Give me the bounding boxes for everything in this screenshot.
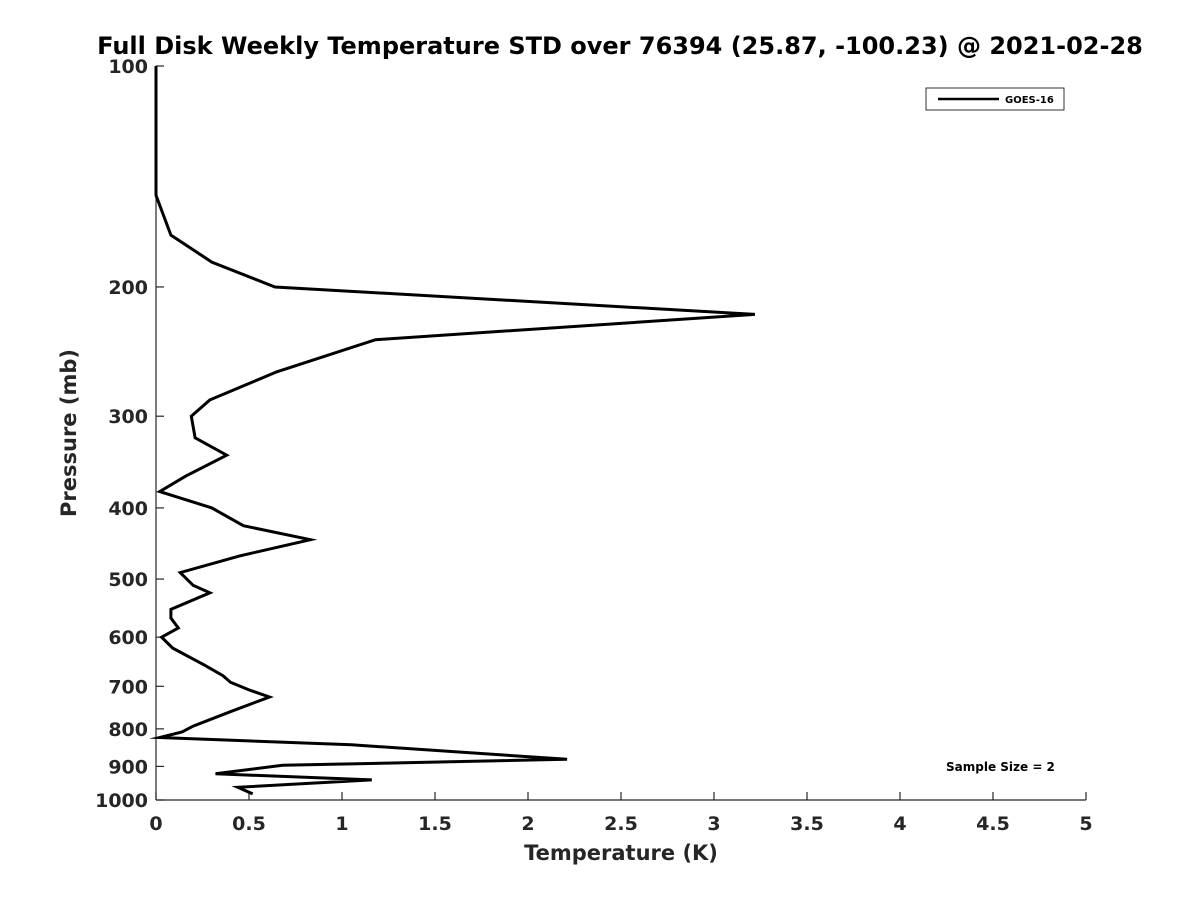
y-tick-label: 900 — [108, 756, 148, 778]
x-axis-ticks: 0 0.5 1 1.5 2 2.5 3 3.5 4 4.5 5 — [149, 792, 1093, 835]
x-tick-label: 1.5 — [418, 813, 452, 835]
y-tick-label: 700 — [108, 676, 148, 698]
x-tick-label: 3.5 — [790, 813, 824, 835]
x-tick-label: 4.5 — [976, 813, 1010, 835]
x-tick-label: 5 — [1079, 813, 1092, 835]
y-axis-label: Pressure (mb) — [57, 349, 81, 517]
sample-size-annotation: Sample Size = 2 — [946, 760, 1055, 774]
x-tick-label: 2.5 — [604, 813, 638, 835]
x-tick-label: 3 — [707, 813, 720, 835]
y-tick-label: 1000 — [95, 790, 148, 812]
y-tick-label: 300 — [108, 406, 148, 428]
series-line-goes-16 — [149, 66, 755, 796]
legend-entry-goes-16: GOES-16 — [1005, 95, 1054, 106]
x-tick-label: 2 — [521, 813, 534, 835]
x-tick-label: 1 — [335, 813, 348, 835]
chart-title: Full Disk Weekly Temperature STD over 76… — [97, 32, 1143, 60]
legend: GOES-16 — [925, 87, 1065, 111]
y-tick-label: 200 — [108, 277, 148, 299]
y-tick-label: 100 — [108, 56, 148, 78]
y-tick-label: 600 — [108, 627, 148, 649]
x-tick-label: 4 — [893, 813, 906, 835]
x-tick-label: 0.5 — [232, 813, 266, 835]
y-axis-ticks: 100 200 300 400 500 600 700 800 900 1000 — [95, 56, 164, 812]
y-tick-label: 400 — [108, 498, 148, 520]
series-layer — [149, 66, 755, 796]
y-tick-label: 500 — [108, 569, 148, 591]
x-tick-label: 0 — [149, 813, 162, 835]
x-axis-label: Temperature (K) — [524, 841, 718, 865]
y-tick-label: 800 — [108, 719, 148, 741]
